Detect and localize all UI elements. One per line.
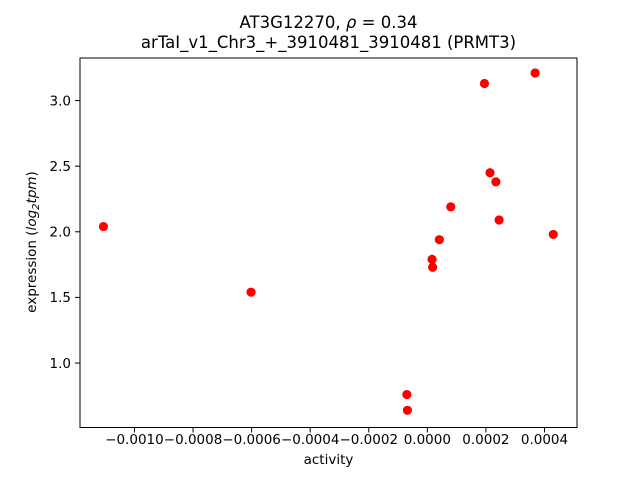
ylabel-prefix: expression (	[24, 230, 40, 313]
y-tick-label: 1.5	[50, 290, 71, 306]
y-tick-label: 2.0	[50, 225, 71, 241]
plot-title-line2: arTaI_v1_Chr3_+_3910481_3910481 (PRMT3)	[140, 33, 517, 52]
plot-title: AT3G12270, ρ = 0.34 arTaI_v1_Chr3_+_3910…	[80, 13, 577, 53]
title-rho-value: = 0.34	[356, 13, 418, 32]
x-tick-label: −0.0010	[105, 432, 164, 448]
data-point	[446, 202, 456, 212]
x-tick-label: −0.0002	[339, 432, 398, 448]
data-point	[434, 235, 444, 245]
data-point	[548, 229, 558, 240]
plot-border	[79, 57, 578, 428]
data-point	[246, 287, 256, 297]
data-point	[485, 168, 495, 178]
data-point	[427, 254, 437, 264]
y-tick-label: 1.0	[50, 356, 71, 372]
data-point	[491, 177, 501, 187]
x-tick-label: −0.0004	[281, 432, 340, 448]
data-point	[530, 68, 540, 78]
data-point	[494, 215, 504, 225]
data-point	[402, 389, 412, 400]
x-tick-label: −0.0006	[222, 432, 281, 448]
ylabel-tpm: tpm	[24, 176, 40, 204]
x-tick-label: 0.0000	[404, 432, 451, 448]
ylabel-log-subscript: 2	[31, 203, 42, 210]
data-point	[428, 262, 438, 272]
y-tick-label: 3.0	[50, 93, 71, 109]
data-point	[402, 405, 413, 415]
title-rho-symbol: ρ	[345, 13, 357, 32]
x-tick-label: 0.0004	[521, 432, 568, 448]
data-point	[98, 221, 109, 232]
data-point	[479, 78, 490, 89]
x-tick-label: 0.0002	[462, 432, 509, 448]
plot-title-line1: AT3G12270, ρ = 0.34	[80, 13, 577, 33]
x-axis-label: activity	[303, 452, 354, 468]
x-tick-label: −0.0008	[164, 432, 223, 448]
ylabel-close-paren: )	[24, 171, 40, 177]
y-axis-label: expression (log2tpm)	[24, 171, 42, 313]
y-tick-label: 2.5	[50, 159, 71, 175]
title-gene-id: AT3G12270,	[239, 13, 346, 32]
ylabel-log: log	[24, 209, 40, 231]
